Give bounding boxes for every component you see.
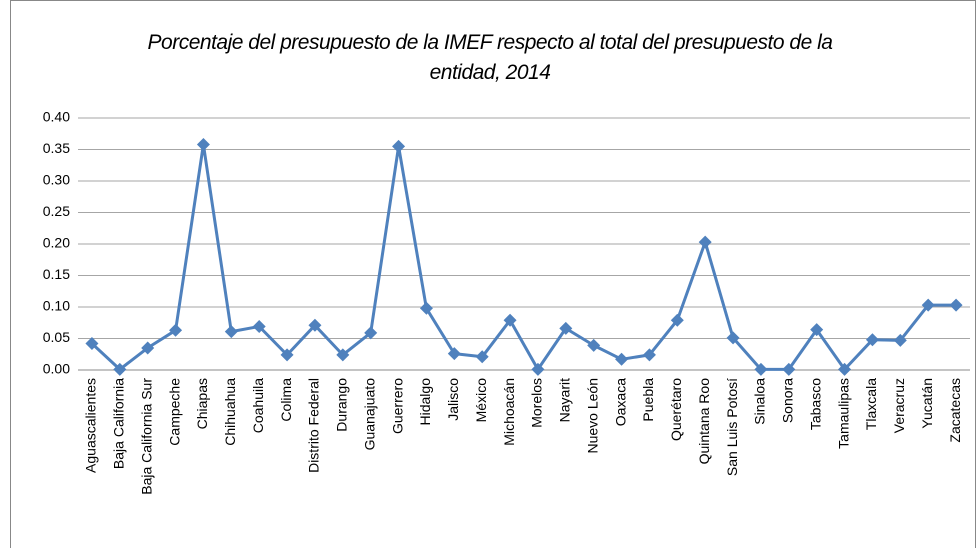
x-tick-label: San Luis Potosí [724,378,740,476]
x-tick-label: Hidalgo [417,378,433,426]
x-tick-label: Nuevo León [584,378,600,454]
marker [280,348,294,362]
x-tick-label: Coahuila [250,378,266,433]
marker [308,318,322,332]
marker [587,338,601,352]
x-tick-label: Chihuahua [222,378,238,446]
marker [642,348,656,362]
y-tick-label: 0.15 [43,266,70,282]
marker [364,326,378,340]
x-tick-label: Yucatán [919,378,935,429]
marker [224,325,238,339]
marker [865,333,879,347]
marker [336,348,350,362]
marker [754,362,768,376]
x-tick-label: Veracruz [891,378,907,433]
marker [141,341,155,355]
x-tick-label: Baja California Sur [138,378,154,495]
x-tick-label: Jalisco [445,378,461,421]
marker [392,139,406,153]
marker [113,362,127,376]
x-tick-label: Oaxaca [612,378,628,426]
x-tick-label: Guanajuato [361,378,377,451]
marker [447,347,461,361]
x-tick-label: Colima [278,378,294,422]
y-tick-label: 0.00 [43,361,70,377]
x-tick-label: Michoacán [501,378,517,446]
x-tick-label: Morelos [529,378,545,428]
x-tick-label: Nayarit [557,378,573,422]
marker [503,313,517,327]
marker [559,321,573,335]
y-tick-label: 0.10 [43,298,70,314]
x-tick-label: Guerrero [389,378,405,434]
marker [196,137,210,151]
y-tick-label: 0.25 [43,203,70,219]
x-tick-label: Chiapas [194,378,210,429]
x-tick-label: Sinaloa [752,378,768,425]
x-tick-label: Campeche [166,378,182,446]
marker [838,362,852,376]
marker [169,323,183,337]
x-tick-label: Puebla [640,378,656,422]
marker [475,350,489,364]
x-tick-label: Baja California [111,378,127,469]
x-tick-label: Tamaulipas [835,378,851,449]
x-tick-label: Zacatecas [947,378,963,443]
marker [85,337,99,351]
marker [670,313,684,327]
marker [810,323,824,337]
x-tick-label: Querétaro [668,378,684,441]
marker [921,298,935,312]
chart-border [10,0,976,548]
y-tick-label: 0.30 [43,172,70,188]
marker [726,331,740,345]
x-tick-label: Tabasco [807,378,823,430]
y-tick-label: 0.40 [43,109,70,125]
y-tick-label: 0.20 [43,235,70,251]
y-tick-label: 0.05 [43,329,70,345]
x-tick-label: Aguascalientes [83,378,99,473]
x-tick-label: Quintana Roo [696,378,712,465]
line [90,143,957,371]
x-tick-label: Tlaxcala [863,378,879,430]
x-tick-label: Distrito Federal [306,378,322,473]
chart-title: Porcentaje del presupuesto de la IMEF re… [147,31,833,84]
marker [698,235,712,249]
marker [252,320,266,334]
x-tick-label: Sonora [780,378,796,423]
marker [949,298,963,312]
marker [419,301,433,315]
y-tick-label: 0.35 [43,140,70,156]
marker [782,362,796,376]
marker [615,352,629,366]
x-tick-label: México [473,378,489,423]
marker [531,362,545,376]
marker [893,333,907,347]
x-tick-label: Durango [334,378,350,432]
